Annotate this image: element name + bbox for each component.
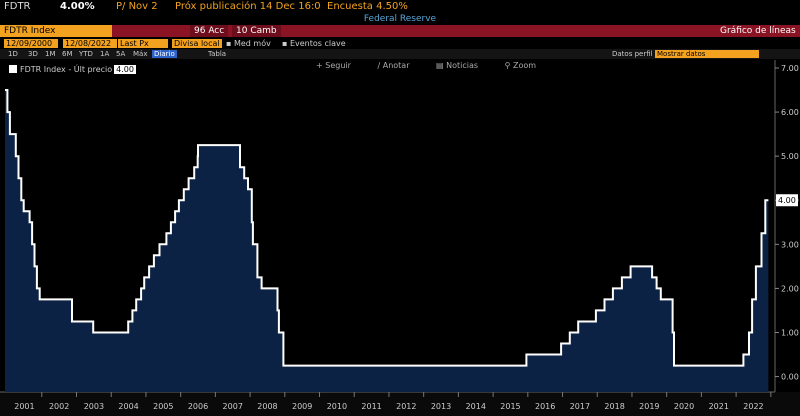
source-row: Federal Reserve [0,14,800,25]
chart-tools: + Seguir ∕ Anotar ▤ Noticias ⚲ Zoom [316,61,560,70]
x-tick-label: 2012 [396,402,416,411]
controls-row: 12/09/2000 12/08/2022 Last Px Divisa loc… [0,38,800,49]
data-profile-label[interactable]: Datos perfil [612,50,653,58]
x-tick-label: 2009 [292,402,312,411]
show-data-box[interactable]: Mostrar datos [655,50,759,58]
x-tick-label: 2017 [570,402,590,411]
next-publication: Próx publicación 14 Dec 16:0 [175,1,321,12]
x-tick-label: 2015 [500,402,520,411]
period-max[interactable]: Máx [133,50,148,58]
chart-legend: FDTR Index - Últ precio 4.00 [6,64,139,75]
moving-average-toggle[interactable]: ▪ Med móv [226,39,271,48]
x-tick-label: 2013 [431,402,451,411]
x-tick-label: 2002 [49,402,69,411]
news-tool[interactable]: ▤ Noticias [436,61,479,70]
period-1a[interactable]: 1A [100,50,110,58]
y-tick-label: 7.00 [781,64,799,73]
x-tick-label: 2021 [709,402,729,411]
x-tick-label: 2016 [535,402,555,411]
ticker-label: FDTR [4,1,31,12]
y-tick-label: 5.00 [781,152,799,161]
x-tick-label: 2001 [14,402,34,411]
x-tick-label: 2007 [223,402,243,411]
currency-select[interactable]: Divisa local [172,39,222,48]
x-tick-label: 2003 [84,402,104,411]
change-menu[interactable]: 10 Camb [232,25,281,37]
survey-value: Encuesta 4.50% [327,1,408,12]
zoom-tool[interactable]: ⚲ Zoom [504,61,537,70]
x-tick-label: 2022 [743,402,763,411]
x-tick-label: 2011 [361,402,381,411]
period-1m[interactable]: 1M [45,50,56,58]
x-tick-label: 2004 [118,402,138,411]
key-events-toggle[interactable]: ▪ Eventos clave [282,39,346,48]
index-field[interactable]: FDTR Index [0,25,112,37]
current-value: 4.00% [60,1,95,12]
frequency-select[interactable]: Diario [152,50,177,58]
table-button[interactable]: Tabla [208,50,227,58]
period-ytd[interactable]: YTD [79,50,93,58]
rate-chart[interactable]: 0.00 1.00 2.00 3.00 4.00 5.00 6.00 7.00 4.00 200… [0,60,800,416]
last-value-box [776,194,798,207]
x-tick-label: 2020 [674,402,694,411]
y-tick-label: 3.00 [781,240,799,249]
security-header: FDTR 4.00% P/ Nov 2 Próx publicación 14 … [0,0,800,15]
period-1d[interactable]: 1D [8,50,18,58]
key-events-label: Eventos clave [289,39,346,48]
chart-type-label[interactable]: Gráfico de líneas [720,26,796,36]
annotate-label: Anotar [382,61,410,70]
actions-menu[interactable]: 96 Acc [190,25,229,37]
x-tick-label: 2006 [188,402,208,411]
x-tick-label: 2008 [257,402,277,411]
series-area [5,90,769,392]
y-axis: 0.001.002.003.004.005.006.007.004.00 [775,64,799,382]
period-row: 1D 3D 1M 6M YTD 1A 5A Máx Diario Tabla D… [0,49,800,59]
field-select[interactable]: Last Px [118,39,168,48]
zoom-label: Zoom [513,61,537,70]
period-3d[interactable]: 3D [28,50,38,58]
x-tick-label: 2014 [466,402,486,411]
period-6m[interactable]: 6M [62,50,73,58]
period-5a[interactable]: 5A [116,50,126,58]
y-tick-label: 6.00 [781,108,799,117]
x-tick-label: 2005 [153,402,173,411]
y-tick-label: 2.00 [781,284,799,293]
x-axis: 2001 2002 2003 2004 2005 2006 2007 2008 2009 2010… [14,392,772,411]
moving-average-label: Med móv [233,39,271,48]
news-label: Noticias [446,61,479,70]
x-tick-label: 2019 [639,402,659,411]
legend-swatch [9,65,17,73]
y-tick-label: 0.00 [781,373,799,382]
last-value-label: 4.00 [778,196,796,205]
follow-tool[interactable]: + Seguir [316,61,351,70]
follow-label: Seguir [325,61,351,70]
x-tick-label: 2010 [327,402,347,411]
legend-series-name: FDTR Index - Últ precio [20,65,113,74]
start-date-field[interactable]: 12/09/2000 [4,39,58,48]
annotate-tool[interactable]: ∕ Anotar [377,61,410,70]
series-line [5,89,769,367]
series-layer [5,89,769,392]
legend-value: 4.00 [114,65,136,74]
x-tick-label: 2018 [604,402,624,411]
source-label: Federal Reserve [363,14,437,24]
period-label: P/ Nov 2 [116,1,158,12]
end-date-field[interactable]: 12/08/2022 [63,39,117,48]
y-tick-label: 1.00 [781,328,799,337]
toolbar: FDTR Index 96 Acc 10 Camb Gráfico de lín… [0,25,800,37]
